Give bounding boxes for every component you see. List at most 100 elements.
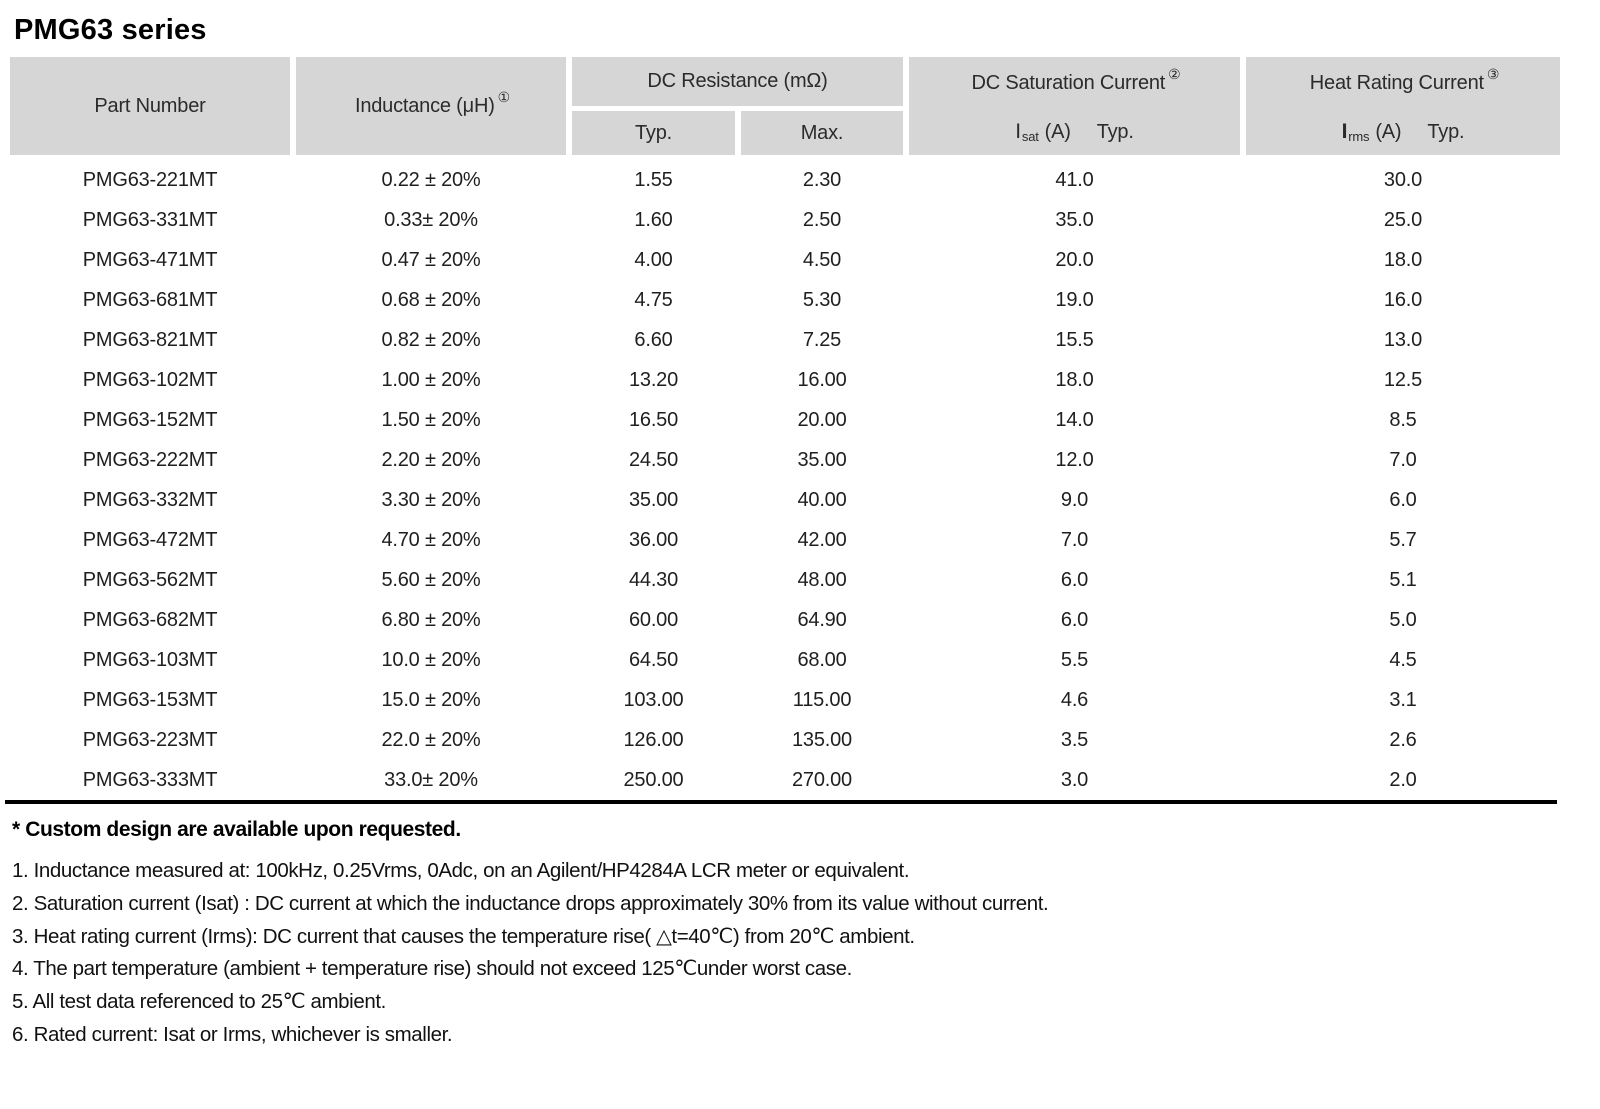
dcr-max-cell: 5.30 <box>802 288 842 311</box>
header-part-number-label: Part Number <box>94 94 206 117</box>
irms-cell: 8.5 <box>1389 408 1417 431</box>
isat-cell: 19.0 <box>1055 288 1094 311</box>
dcr-max-cell: 68.00 <box>797 648 847 671</box>
part-number-cell: PMG63-821MT <box>82 328 218 351</box>
irms-symbol: I <box>1341 120 1348 143</box>
isat-cell: 3.0 <box>1060 768 1089 791</box>
part-number-cell: PMG63-681MT <box>82 288 218 311</box>
isat-cell: 6.0 <box>1060 568 1089 591</box>
inductance-cell: 2.20 ± 20% <box>381 448 481 471</box>
table-row: PMG63-821MT 0.82 ± 20% 6.60 7.25 15.5 13.0 <box>10 320 1560 360</box>
dcr-max-cell: 2.50 <box>802 208 842 231</box>
dcr-max-cell: 115.00 <box>792 688 852 711</box>
header-heat-group-line: Heat Rating Current ③ <box>1309 66 1500 94</box>
dcr-max-cell: 42.00 <box>797 528 847 551</box>
dcr-max-cell: 20.00 <box>797 408 847 431</box>
inductance-cell: 6.80 ± 20% <box>381 608 481 631</box>
dcr-typ-cell: 126.00 <box>623 728 684 751</box>
isat-cell: 4.6 <box>1060 688 1089 711</box>
part-number-cell: PMG63-472MT <box>82 528 218 551</box>
irms-cell: 25.0 <box>1383 208 1423 231</box>
header-heat-label: Heat Rating Current <box>1309 71 1484 94</box>
header-part-number: Part Number <box>10 57 290 155</box>
dcr-typ-cell: 16.50 <box>628 408 679 431</box>
irms-cell: 5.0 <box>1389 608 1417 631</box>
dcr-max-cell: 7.25 <box>802 328 842 351</box>
inductance-cell: 0.82 ± 20% <box>381 328 481 351</box>
dcr-typ-cell: 64.50 <box>628 648 679 671</box>
part-number-cell: PMG63-332MT <box>82 488 218 511</box>
spec-table: Part Number Inductance (μH) ① DC Resistan… <box>10 57 1560 800</box>
table-row: PMG63-152MT 1.50 ± 20% 16.50 20.00 14.0 8.5 <box>10 400 1560 440</box>
table-row: PMG63-562MT 5.60 ± 20% 44.30 48.00 6.0 5.1 <box>10 560 1560 600</box>
part-number-cell: PMG63-471MT <box>82 248 218 271</box>
header-dcr-typ-label: Typ. <box>635 121 672 144</box>
part-number-cell: PMG63-223MT <box>82 728 218 751</box>
inductance-cell: 0.68 ± 20% <box>381 288 481 311</box>
isat-cell: 3.5 <box>1060 728 1089 751</box>
isat-symbol: I <box>1015 120 1021 143</box>
inductance-cell: 4.70 ± 20% <box>381 528 481 551</box>
dcr-typ-cell: 44.30 <box>628 568 679 591</box>
irms-cell: 2.0 <box>1389 768 1417 791</box>
note-list: 1. Inductance measured at: 100kHz, 0.25V… <box>12 855 1572 1052</box>
dcr-max-cell: 48.00 <box>797 568 847 591</box>
isat-cell: 12.0 <box>1055 448 1094 471</box>
part-number-cell: PMG63-333MT <box>82 768 218 791</box>
inductance-cell: 1.00 ± 20% <box>381 368 481 391</box>
note-item-1: 1. Inductance measured at: 100kHz, 0.25V… <box>12 859 910 882</box>
header-saturation-group-line: DC Saturation Current ② <box>971 66 1181 94</box>
irms-typ-label: Typ. <box>1427 120 1465 143</box>
table-row: PMG63-682MT 6.80 ± 20% 60.00 64.90 6.0 5.0 <box>10 600 1560 640</box>
irms-cell: 16.0 <box>1383 288 1423 311</box>
note-item-5: 5. All test data referenced to 25℃ ambie… <box>12 990 386 1014</box>
dcr-typ-cell: 4.75 <box>634 288 673 311</box>
header-dc-resistance-group: DC Resistance (mΩ) <box>572 57 903 106</box>
part-number-cell: PMG63-682MT <box>82 608 218 631</box>
header-dcr-max-label: Max. <box>800 121 844 144</box>
dcr-typ-cell: 24.50 <box>628 448 679 471</box>
header-dcr-typ: Typ. <box>572 111 735 155</box>
part-number-cell: PMG63-153MT <box>82 688 218 711</box>
dcr-typ-cell: 13.20 <box>628 368 679 391</box>
dcr-max-cell: 16.00 <box>797 368 847 391</box>
isat-typ-label: Typ. <box>1096 120 1134 143</box>
note-item-6: 6. Rated current: Isat or Irms, whicheve… <box>12 1022 453 1046</box>
inductance-cell: 3.30 ± 20% <box>381 488 481 511</box>
inductance-cell: 0.33± 20% <box>384 208 478 231</box>
dcr-max-cell: 40.00 <box>797 488 847 511</box>
part-number-cell: PMG63-102MT <box>82 368 218 391</box>
table-row: PMG63-331MT 0.33± 20% 1.60 2.50 35.0 25.0 <box>10 200 1560 240</box>
isat-cell: 6.0 <box>1060 608 1089 631</box>
irms-cell: 5.7 <box>1389 528 1417 551</box>
isat-symbol-sub: sat <box>1021 128 1039 144</box>
isat-cell: 9.0 <box>1060 488 1089 511</box>
custom-design-note: * Custom design are available upon reque… <box>12 818 461 841</box>
table-row: PMG63-153MT 15.0 ± 20% 103.00 115.00 4.6 3.1 <box>10 680 1560 720</box>
irms-unit: (A) <box>1375 120 1402 143</box>
table-row: PMG63-472MT 4.70 ± 20% 36.00 42.00 7.0 5.7 <box>10 520 1560 560</box>
irms-cell: 7.0 <box>1389 448 1417 471</box>
table-row: PMG63-332MT 3.30 ± 20% 35.00 40.00 9.0 6.0 <box>10 480 1560 520</box>
header-dcr-max: Max. <box>741 111 903 155</box>
irms-cell: 3.1 <box>1389 688 1417 711</box>
inductance-cell: 0.22 ± 20% <box>381 168 481 191</box>
table-row: PMG63-102MT 1.00 ± 20% 13.20 16.00 18.0 12.5 <box>10 360 1560 400</box>
isat-cell: 14.0 <box>1055 408 1094 431</box>
table-body: PMG63-221MT 0.22 ± 20% 1.55 2.30 41.0 30.0 PMG… <box>10 160 1560 800</box>
irms-cell: 12.5 <box>1383 368 1423 391</box>
irms-cell: 30.0 <box>1383 168 1423 191</box>
page-title: PMG63 series <box>14 14 207 46</box>
isat-cell: 15.5 <box>1055 328 1094 351</box>
isat-cell: 41.0 <box>1055 168 1094 191</box>
dcr-typ-cell: 1.55 <box>634 168 673 191</box>
inductance-cell: 0.47 ± 20% <box>381 248 481 271</box>
inductance-cell: 33.0± 20% <box>384 768 478 791</box>
dcr-typ-cell: 250.00 <box>623 768 684 791</box>
irms-cell: 13.0 <box>1383 328 1423 351</box>
part-number-cell: PMG63-222MT <box>82 448 218 471</box>
dcr-max-cell: 35.00 <box>797 448 847 471</box>
header-inductance-label: Inductance (μH) <box>354 94 495 117</box>
dcr-typ-cell: 4.00 <box>634 248 673 271</box>
